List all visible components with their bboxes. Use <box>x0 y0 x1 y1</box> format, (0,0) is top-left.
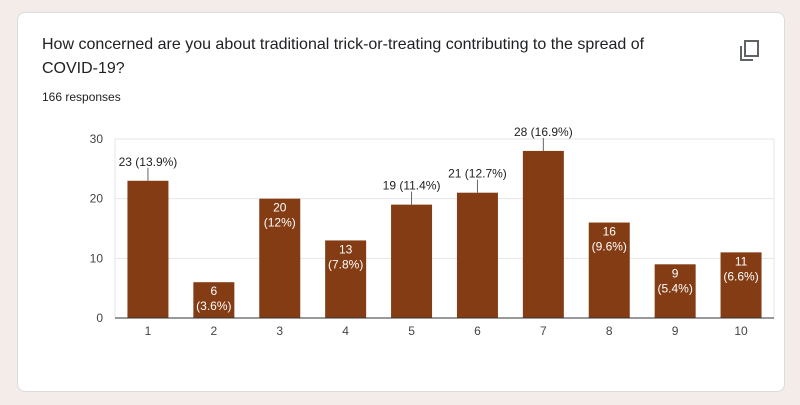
question-title: How concerned are you about traditional … <box>42 36 645 77</box>
copy-icon <box>740 40 759 61</box>
y-tick-label: 30 <box>90 132 104 146</box>
data-label: 6 (3.6%) <box>196 284 231 313</box>
x-tick-label: 7 <box>540 324 547 338</box>
x-tick-label: 2 <box>211 324 218 338</box>
bar <box>259 198 301 318</box>
bar <box>720 252 762 318</box>
y-tick-label: 0 <box>96 311 103 325</box>
data-label: 28 (16.9%) <box>514 125 573 139</box>
y-tick-label: 20 <box>90 192 104 206</box>
data-label: 11 (6.6%) <box>723 254 758 283</box>
response-count: 166 responses <box>42 90 121 104</box>
x-tick-label: 3 <box>276 324 283 338</box>
copy-chart-button[interactable] <box>736 37 764 65</box>
bar <box>127 180 169 318</box>
bar <box>522 150 564 318</box>
data-label: 16 (9.6%) <box>592 225 627 254</box>
data-label: 13 (7.8%) <box>328 242 363 271</box>
bar <box>456 192 498 318</box>
x-tick-label: 9 <box>672 324 679 338</box>
bar <box>391 204 433 318</box>
x-tick-label: 8 <box>606 324 613 338</box>
bar <box>588 222 630 318</box>
x-tick-label: 10 <box>734 324 748 338</box>
x-tick-label: 5 <box>408 324 415 338</box>
x-tick-label: 1 <box>145 324 152 338</box>
bar <box>654 264 696 318</box>
data-label: 9 (5.4%) <box>657 266 692 295</box>
data-label: 20 (12%) <box>264 201 296 230</box>
x-tick-label: 6 <box>474 324 481 338</box>
y-tick-label: 10 <box>90 251 104 265</box>
x-tick-label: 4 <box>342 324 349 338</box>
bar <box>193 282 235 318</box>
bar <box>325 240 367 318</box>
data-label: 21 (12.7%) <box>448 167 507 181</box>
data-label: 23 (13.9%) <box>119 155 178 169</box>
data-label: 19 (11.4%) <box>383 179 441 193</box>
